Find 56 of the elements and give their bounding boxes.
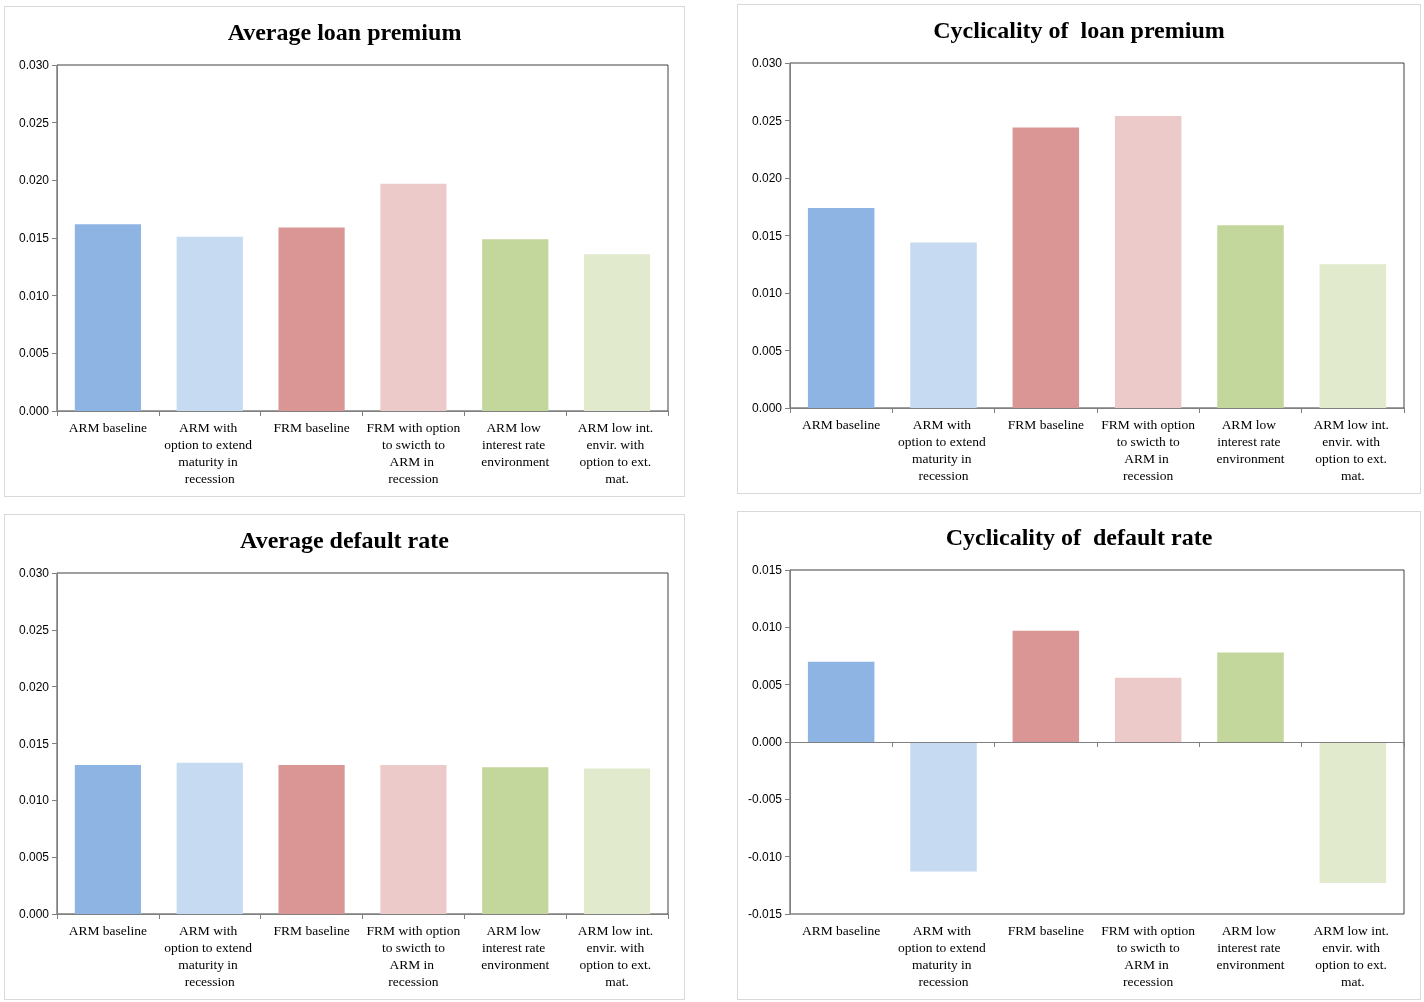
y-tick-label: 0.005 [751, 343, 783, 358]
y-tick-label: 0.000 [18, 404, 50, 418]
y-tick-label: 0.005 [18, 850, 50, 865]
y-tick-label: 0.030 [18, 58, 50, 72]
y-tick-label: 0.010 [18, 793, 50, 808]
y-tick-label: 0.015 [751, 228, 783, 243]
x-tick-label: ARM low int. envir. with option to ext. mat. [577, 923, 657, 989]
y-tick-label: 0.020 [18, 173, 50, 188]
x-tick-label: ARM with option to extend maturity in recession [897, 417, 990, 483]
x-tick-label: ARM baseline [68, 420, 148, 435]
x-tick-label: ARM with option to extend maturity in recession [164, 923, 256, 989]
x-tick-label: FRM with option to swicth to ARM in recession [366, 420, 461, 486]
chart-title: Average default rate [240, 527, 450, 553]
x-tick-label: ARM baseline [68, 923, 148, 938]
y-tick-label: 0.015 [18, 736, 50, 751]
x-tick-label: ARM low interest rate environment [481, 420, 550, 469]
y-tick-label: 0.010 [751, 286, 783, 300]
chart-title: Average loan premium [227, 19, 462, 45]
x-tick-label: ARM baseline [801, 417, 881, 432]
x-tick-label: FRM with option to swicth to ARM in recession [1101, 923, 1196, 989]
x-tick-label: ARM with option to extend maturity in recession [164, 420, 256, 486]
x-tick-label: ARM low int. envir. with option to ext. mat. [1313, 923, 1393, 989]
y-tick-label: 0.010 [751, 620, 783, 635]
y-tick-label: 0.005 [751, 677, 783, 692]
x-tick-label: ARM baseline [801, 923, 881, 938]
x-tick-label: FRM with option to swicth to ARM in recession [366, 923, 461, 989]
y-tick-label: 0.000 [751, 401, 783, 415]
y-tick-label: 0.025 [751, 113, 783, 128]
y-tick-label: -0.015 [747, 907, 783, 921]
y-tick-label: 0.025 [18, 115, 50, 130]
chart-title: Cyclicality of default rate [945, 524, 1213, 550]
y-tick-label: 0.030 [751, 56, 783, 70]
x-tick-label: ARM low interest rate environment [1216, 417, 1285, 466]
x-tick-label: ARM low int. envir. with option to ext. mat. [1313, 417, 1393, 483]
x-tick-label: ARM low interest rate environment [481, 923, 550, 972]
x-tick-label: FRM baseline [1007, 417, 1084, 432]
x-tick-label: FRM baseline [273, 420, 350, 435]
y-tick-label: -0.005 [747, 792, 783, 807]
y-tick-label: 0.000 [18, 907, 50, 921]
y-tick-label: 0.020 [18, 679, 50, 694]
y-tick-label: -0.010 [747, 849, 783, 864]
x-tick-label: FRM baseline [273, 923, 350, 938]
x-tick-label: ARM low interest rate environment [1216, 923, 1285, 972]
x-tick-label: ARM low int. envir. with option to ext. mat. [577, 420, 657, 486]
y-tick-label: 0.010 [18, 288, 50, 303]
y-tick-label: 0.015 [18, 231, 50, 245]
y-tick-label: 0.005 [18, 346, 50, 361]
y-tick-label: 0.025 [18, 622, 50, 637]
y-tick-label: 0.015 [751, 563, 783, 577]
chart-title: Cyclicality of loan premium [933, 17, 1225, 43]
y-tick-label: 0.020 [751, 171, 783, 185]
x-tick-label: ARM with option to extend maturity in recession [897, 923, 990, 989]
x-tick-label: FRM with option to swicth to ARM in recession [1101, 417, 1196, 483]
x-tick-label: FRM baseline [1007, 923, 1084, 938]
y-tick-label: 0.000 [751, 735, 783, 749]
y-tick-label: 0.030 [18, 566, 50, 580]
